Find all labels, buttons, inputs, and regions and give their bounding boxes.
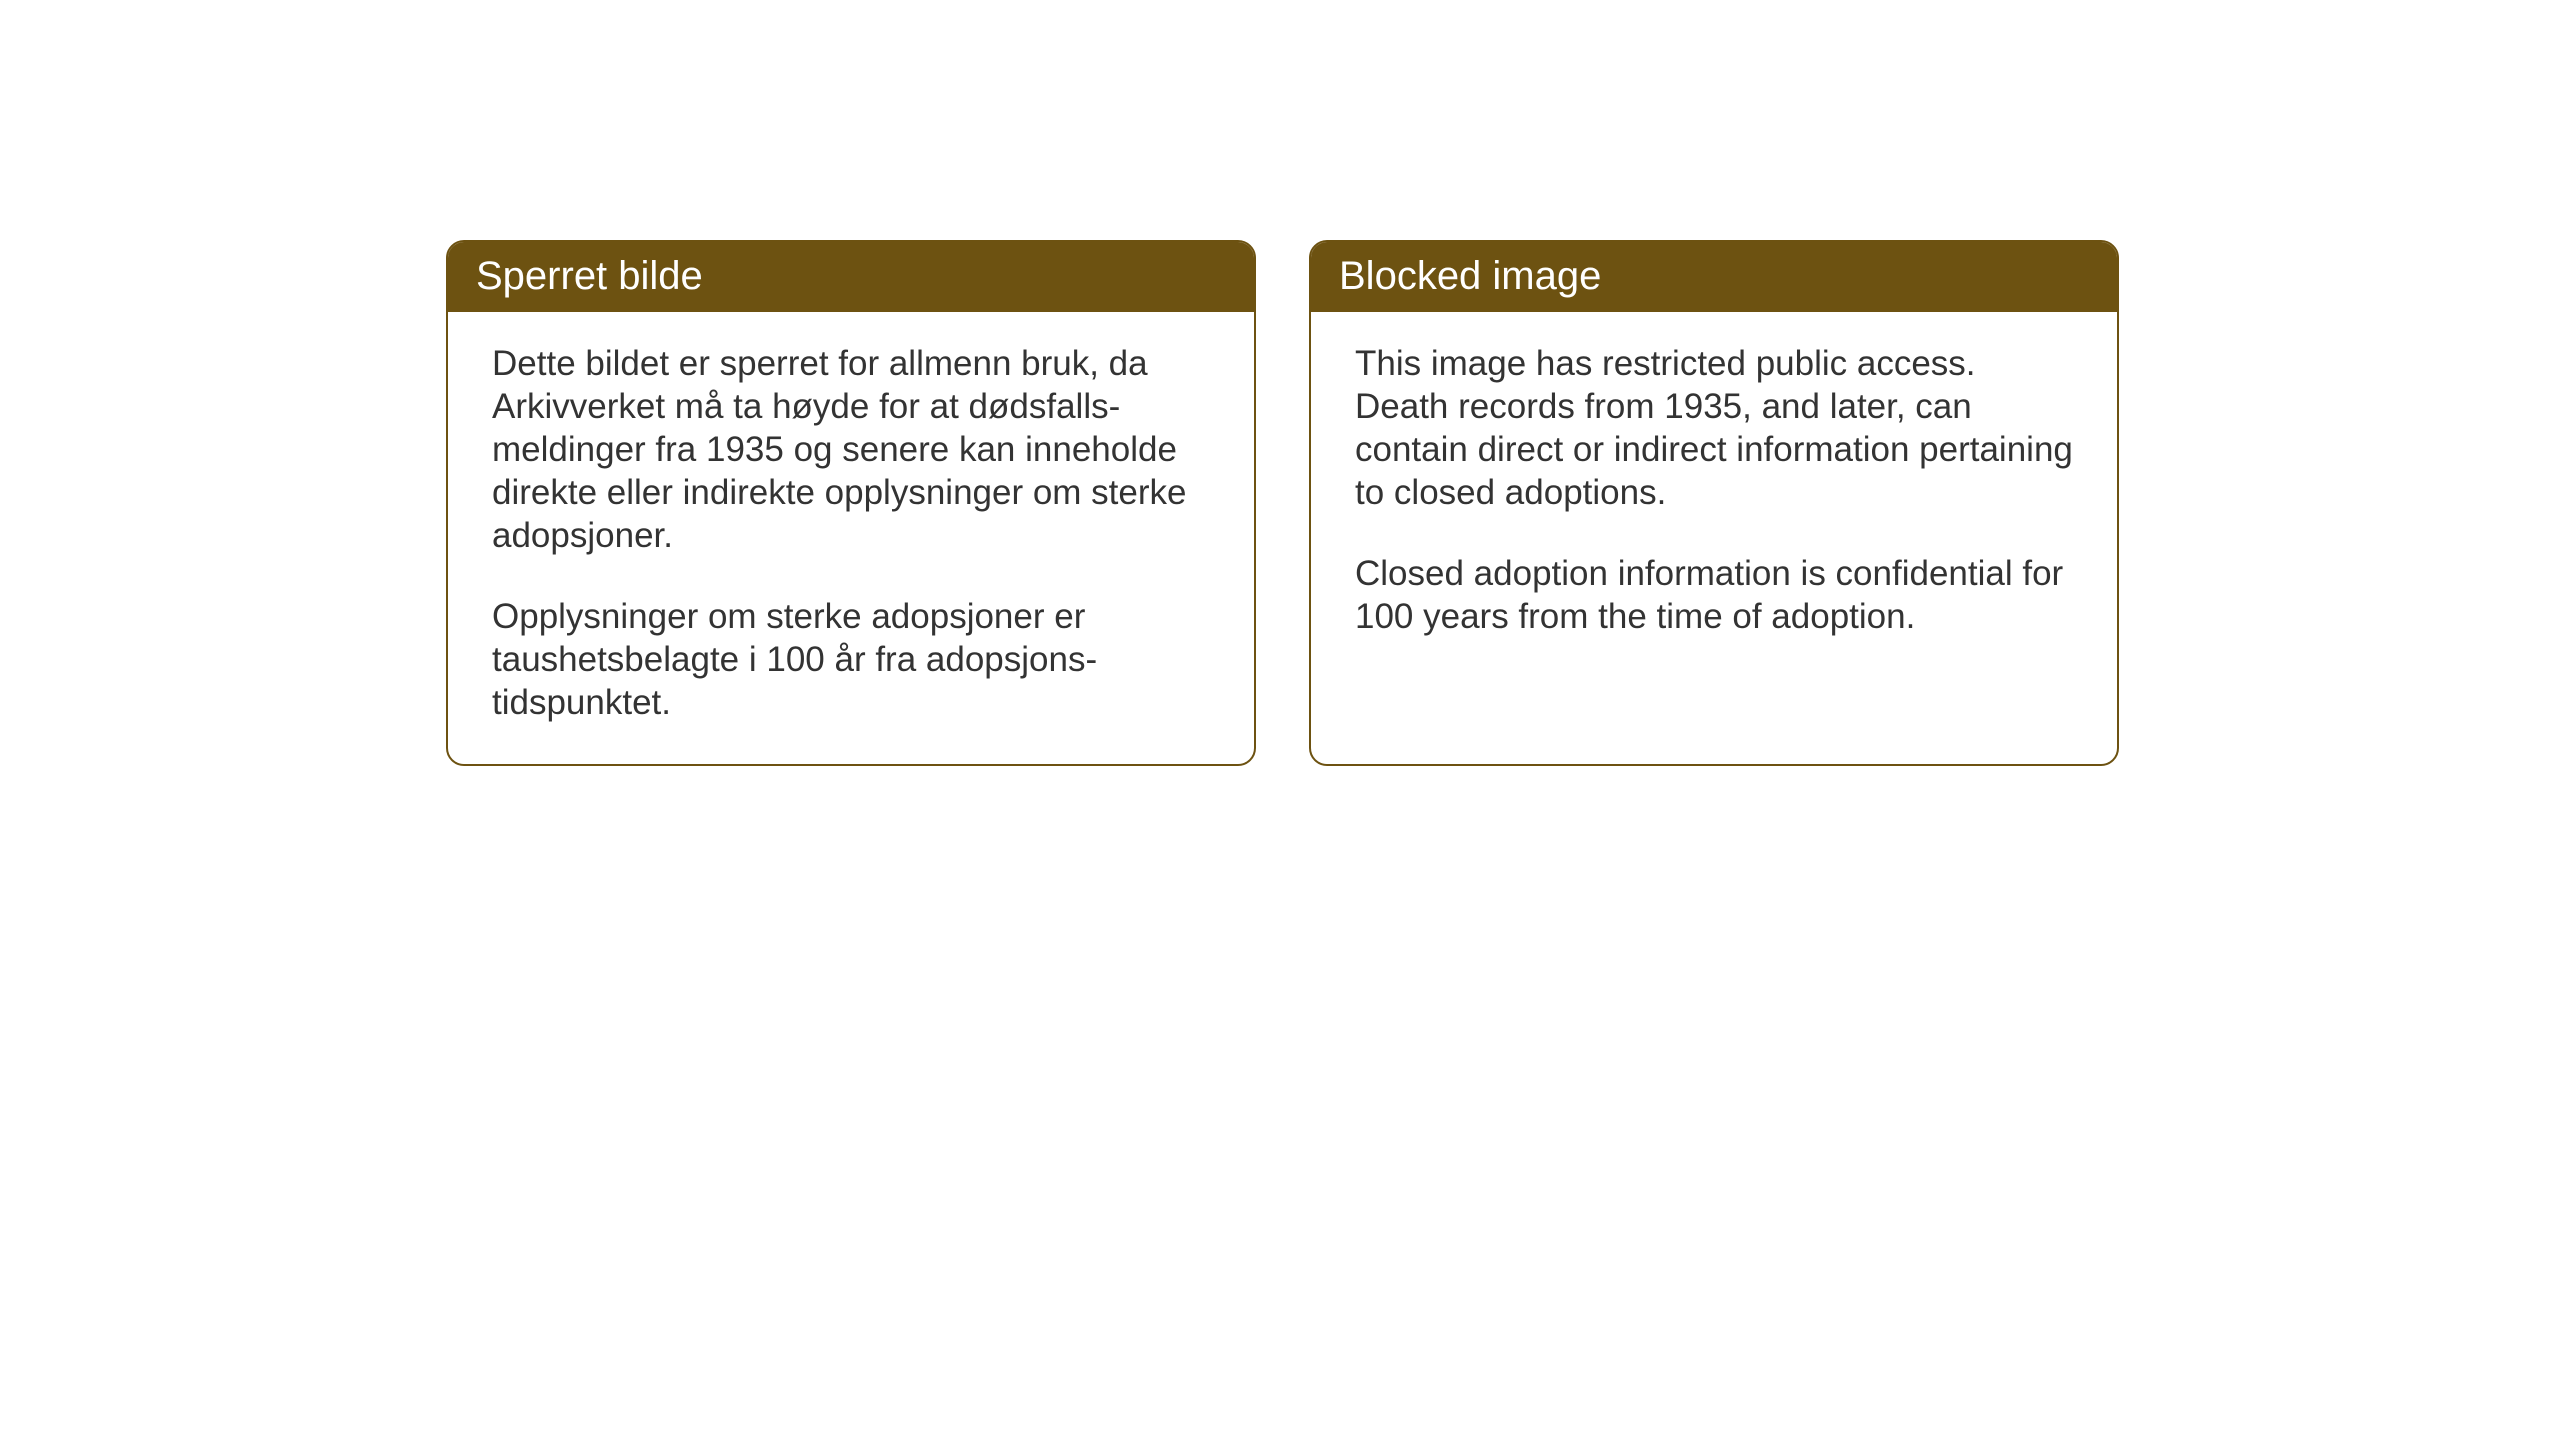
notice-body-norwegian: Dette bildet er sperret for allmenn bruk… [448,312,1254,764]
notice-paragraph: This image has restricted public access.… [1355,342,2073,514]
notice-box-english: Blocked image This image has restricted … [1309,240,2119,766]
notice-paragraph: Closed adoption information is confident… [1355,552,2073,638]
notice-header-norwegian: Sperret bilde [448,242,1254,312]
notice-paragraph: Dette bildet er sperret for allmenn bruk… [492,342,1210,557]
notice-container: Sperret bilde Dette bildet er sperret fo… [446,240,2119,766]
notice-header-english: Blocked image [1311,242,2117,312]
notice-paragraph: Opplysninger om sterke adopsjoner er tau… [492,595,1210,724]
notice-body-english: This image has restricted public access.… [1311,312,2117,678]
notice-box-norwegian: Sperret bilde Dette bildet er sperret fo… [446,240,1256,766]
